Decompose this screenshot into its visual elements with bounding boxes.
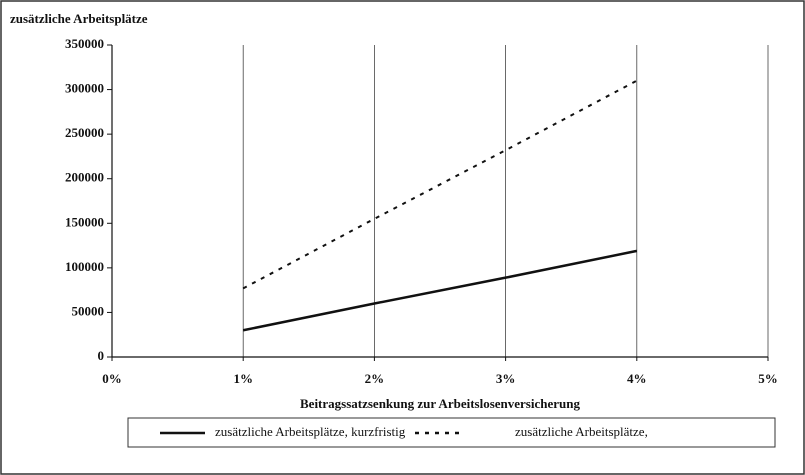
y-tick-label: 150000 <box>65 214 104 229</box>
x-tick-label: 4% <box>627 371 647 386</box>
legend-label: zusätzliche Arbeitsplätze, <box>515 424 648 439</box>
x-tick-label: 5% <box>758 371 778 386</box>
x-tick-label: 1% <box>233 371 253 386</box>
y-tick-label: 200000 <box>65 170 104 185</box>
y-tick-label: 0 <box>98 348 105 363</box>
y-tick-label: 350000 <box>65 36 104 51</box>
series-line <box>242 79 638 290</box>
y-tick-label: 300000 <box>65 81 104 96</box>
x-axis-label: Beitragssatzsenkung zur Arbeitslosenvers… <box>300 396 580 411</box>
series-line <box>242 249 638 332</box>
x-tick-label: 3% <box>496 371 516 386</box>
y-tick-label: 100000 <box>65 259 104 274</box>
legend-label: zusätzliche Arbeitsplätze, kurzfristig <box>215 424 406 439</box>
x-tick-label: 0% <box>102 371 122 386</box>
y-axis-label: zusätzliche Arbeitsplätze <box>10 11 148 26</box>
y-tick-label: 50000 <box>72 303 105 318</box>
y-tick-label: 250000 <box>65 125 104 140</box>
legend-box <box>127 417 776 448</box>
x-tick-label: 2% <box>365 371 385 386</box>
